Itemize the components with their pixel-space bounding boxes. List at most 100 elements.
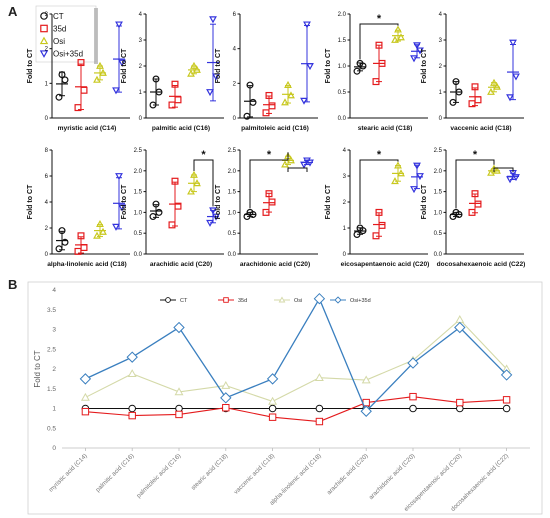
y-tick-label: 2: [139, 64, 143, 70]
subplot-4: 0.0 0.5 1.0 1.5 2.0 Fold to CT stearic acid (C…: [325, 12, 428, 132]
data-point-35d: [74, 247, 82, 255]
data-point-osi-plus-35d: [410, 186, 418, 194]
data-point-osi: [487, 87, 495, 95]
y-tick-label: 3.5: [47, 307, 56, 314]
series-marker: [80, 392, 90, 401]
subplot-6: 0 2 4 6 8 Fold to CT alpha-linolenic acid (C18…: [27, 148, 130, 268]
data-point-ct: [452, 208, 460, 216]
y-tick-label: 2.0: [228, 169, 237, 175]
y-tick-label: 2.0: [134, 169, 143, 175]
subplot-9: 0 1 2 3 4 Fold to CT eicosapentaenoic acid (C2…: [325, 148, 429, 268]
legend-marker-osi: [39, 36, 49, 45]
significance-bracket: [359, 23, 399, 60]
data-point-osi: [287, 91, 295, 99]
data-point-35d: [265, 190, 273, 198]
data-point-35d: [372, 232, 380, 240]
subplot-title: eicosapentaenoic acid (C20): [341, 261, 430, 268]
legend-label: 35d: [238, 298, 247, 304]
y-tick-label: 1.0: [228, 210, 237, 216]
series-marker: [173, 321, 185, 334]
subplot-3: 0 2 4 6 Fold to CT palmitoleic acid (C16): [215, 12, 318, 132]
y-axis-label: Fold to CT: [325, 48, 332, 83]
y-tick-label: 0: [343, 252, 347, 258]
y-tick-label: 1.0: [134, 210, 143, 216]
data-point-osi-plus-35d: [506, 176, 514, 184]
data-point-osi: [281, 98, 289, 106]
series-marker: [314, 373, 324, 381]
series-marker: [313, 292, 326, 305]
data-point-osi: [487, 168, 495, 176]
data-point-osi-plus-35d: [118, 204, 126, 212]
data-point-ct: [149, 101, 157, 109]
series-marker: [268, 404, 277, 413]
significance-bracket-secondary: [287, 167, 308, 172]
y-tick-label: 2: [45, 226, 49, 232]
series-35d: [81, 392, 511, 426]
series-marker: [268, 396, 278, 405]
y-tick-label: 2: [233, 81, 237, 87]
data-point-osi: [391, 177, 399, 185]
series-line: [85, 396, 507, 423]
y-tick-label: 4: [439, 12, 443, 18]
data-point-35d: [171, 80, 179, 88]
y-tick-label: 0.0: [134, 252, 143, 258]
data-point-ct: [455, 88, 463, 96]
y-tick-label: 2: [343, 200, 347, 206]
y-tick-label: 2.0: [338, 12, 347, 18]
x-category-label: palmitic acid (C16): [94, 452, 135, 493]
y-tick-label: 0.0: [434, 252, 443, 258]
y-tick-label: 1: [45, 81, 49, 87]
data-point-osi-plus-35d: [512, 73, 520, 81]
y-tick-label: 0: [139, 116, 143, 122]
legend-label-osi-plus-35d: Osi+35d: [53, 50, 83, 59]
y-tick-label: 2.0: [434, 169, 443, 175]
y-tick-label: 1.5: [228, 190, 237, 196]
y-tick-label: 1.0: [338, 64, 347, 70]
data-point-ct: [58, 71, 66, 79]
data-point-osi-plus-35d: [410, 55, 418, 63]
significance-bracket: [249, 152, 289, 209]
data-point-ct: [246, 81, 254, 89]
data-point-35d: [171, 177, 179, 185]
significance-bracket: [193, 159, 214, 207]
data-point-35d: [372, 78, 380, 86]
y-axis-label: Fold to CT: [421, 48, 428, 83]
data-point-35d: [471, 83, 479, 91]
y-tick-label: 2: [45, 47, 49, 53]
data-point-osi: [96, 61, 104, 69]
data-point-osi-plus-35d: [206, 219, 214, 227]
data-point-osi-plus-35d: [212, 73, 220, 81]
data-point-35d: [474, 200, 482, 208]
series-marker: [407, 357, 419, 369]
data-point-ct: [353, 67, 361, 75]
legend-marker-35d: [40, 24, 48, 33]
data-point-osi-plus-35d: [112, 223, 120, 231]
data-point-osi: [99, 68, 107, 76]
series-marker: [79, 373, 92, 385]
y-tick-label: 4: [52, 287, 56, 294]
y-axis-label: Fold to CT: [27, 48, 34, 83]
series-marker: [456, 398, 464, 407]
y-tick-label: 0: [233, 116, 237, 122]
legend-panel-b: CT 35d Osi Osi+35d: [160, 296, 371, 304]
data-point-osi: [391, 35, 399, 43]
y-tick-label: 1: [343, 226, 347, 232]
subplot-2: 0 1 2 3 4 Fold to CT palmitic acid (C16): [121, 12, 224, 132]
significance-bracket: [455, 159, 495, 209]
y-axis-label: Fold to CT: [121, 184, 128, 219]
data-point-35d: [174, 202, 182, 210]
data-point-osi-plus-35d: [416, 47, 424, 55]
panel-b-line-chart: 0 0.5 1 1.5 2 2.5 3 3.5 4 Fold to CT myristic acid…: [27, 281, 543, 515]
data-point-ct: [58, 227, 66, 235]
data-point-osi: [493, 82, 501, 90]
data-point-35d: [378, 59, 386, 67]
y-axis-label: Fold to CT: [33, 350, 42, 387]
legend-marker: [278, 296, 286, 303]
legend-marker: [223, 297, 229, 303]
panel-label-b: B: [8, 277, 17, 292]
y-axis-label: Fold to CT: [121, 48, 128, 83]
data-point-osi-plus-35d: [115, 173, 123, 181]
data-point-osi-plus-35d: [115, 21, 123, 29]
data-point-35d: [268, 198, 276, 206]
data-point-osi: [284, 80, 292, 88]
